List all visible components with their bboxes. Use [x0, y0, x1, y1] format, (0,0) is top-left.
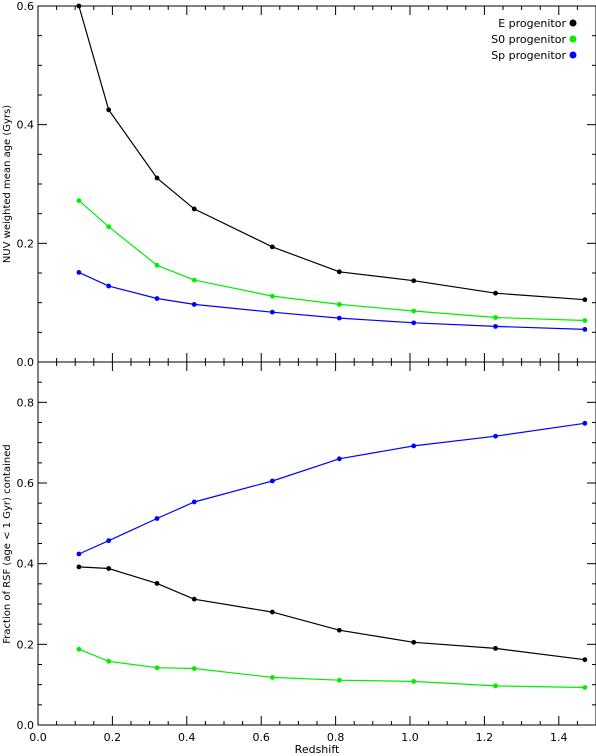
data-point	[76, 270, 82, 275]
legend-marker-sp	[569, 51, 577, 59]
data-point	[582, 326, 588, 332]
x-tick-label: 0.8	[327, 731, 345, 744]
x-tick-label: 0.4	[178, 731, 196, 744]
data-point	[269, 244, 275, 250]
y-tick-label: 0.4	[17, 119, 35, 132]
data-point	[411, 443, 417, 449]
data-point	[582, 318, 588, 323]
series-line	[78, 271, 585, 330]
x-tick-label: 1.4	[550, 731, 568, 744]
data-point	[76, 3, 82, 9]
legend-label-e: E progenitor	[498, 17, 566, 30]
data-point	[411, 679, 417, 684]
data-point	[191, 277, 197, 283]
x-tick-label: 1.0	[401, 731, 419, 744]
data-point	[493, 290, 498, 296]
legend-label-s0: S0 progenitor	[491, 33, 566, 46]
series-line	[78, 566, 585, 661]
data-point	[336, 269, 342, 275]
data-point	[493, 433, 498, 439]
data-point	[411, 308, 417, 314]
data-point	[269, 675, 275, 680]
x-axis-label: Redshift	[295, 743, 340, 756]
data-point	[336, 302, 342, 307]
legend-marker-s0	[569, 35, 577, 43]
legend-label-sp: Sp progenitor	[491, 49, 566, 62]
data-point	[191, 302, 197, 307]
data-point	[493, 683, 498, 689]
panel-rsf-fraction: Fraction of RSF (age < 1 Gyr) contained …	[2, 361, 596, 756]
data-point	[154, 296, 160, 301]
data-point	[411, 639, 417, 645]
data-point	[411, 278, 417, 284]
data-point	[76, 564, 82, 570]
data-point	[269, 609, 275, 615]
x-tick-label: 0.6	[252, 731, 270, 744]
data-point	[582, 685, 588, 690]
y-tick-label: 0.4	[17, 558, 35, 571]
y-tick-label: 0.2	[17, 237, 35, 250]
data-point	[76, 646, 82, 652]
data-point	[106, 224, 112, 230]
data-point	[106, 107, 112, 113]
data-point	[191, 596, 197, 602]
series-line	[78, 422, 585, 555]
data-point	[582, 297, 588, 303]
data-point	[76, 551, 82, 557]
data-point	[411, 320, 417, 326]
data-point	[191, 499, 197, 505]
data-point	[154, 262, 160, 268]
data-point	[582, 657, 588, 663]
data-point	[582, 420, 588, 426]
data-point	[269, 309, 275, 315]
legend-marker-e	[569, 19, 577, 27]
data-point	[336, 315, 342, 321]
x-tick-label: 1.2	[476, 731, 494, 744]
data-point	[106, 283, 112, 289]
y-axis-label: Fraction of RSF (age < 1 Gyr) contained	[2, 444, 13, 643]
data-point	[106, 538, 112, 544]
data-point	[493, 324, 498, 329]
x-tick-label: 0.0	[29, 731, 47, 744]
y-tick-label: 0.0	[17, 719, 35, 732]
data-point	[191, 666, 197, 671]
data-point	[154, 175, 160, 181]
data-point	[154, 516, 160, 521]
y-tick-label: 0.6	[17, 477, 35, 490]
legend: E progenitor S0 progenitor Sp progenitor	[491, 17, 577, 62]
data-point	[106, 566, 112, 571]
data-point	[191, 206, 197, 212]
data-point	[154, 581, 160, 586]
panel-nuv-age: NUV weighted mean age (Gyrs) E progenito…	[2, 0, 596, 369]
y-tick-label: 0.6	[17, 0, 35, 13]
plot-frame	[37, 361, 596, 726]
y-tick-label: 0.0	[17, 356, 35, 369]
y-tick-label: 0.8	[17, 396, 35, 409]
data-point	[336, 456, 342, 462]
data-point	[269, 478, 275, 484]
data-point	[154, 665, 160, 671]
y-axis-label: NUV weighted mean age (Gyrs)	[2, 105, 13, 263]
data-point	[336, 627, 342, 633]
data-point	[336, 677, 342, 683]
data-point	[76, 198, 82, 204]
x-tick-label: 0.2	[104, 731, 122, 744]
y-tick-label: 0.2	[17, 638, 35, 651]
series-line	[78, 200, 585, 322]
data-point	[106, 658, 112, 664]
data-point	[493, 315, 498, 320]
data-point	[269, 293, 275, 299]
data-point	[493, 645, 498, 651]
